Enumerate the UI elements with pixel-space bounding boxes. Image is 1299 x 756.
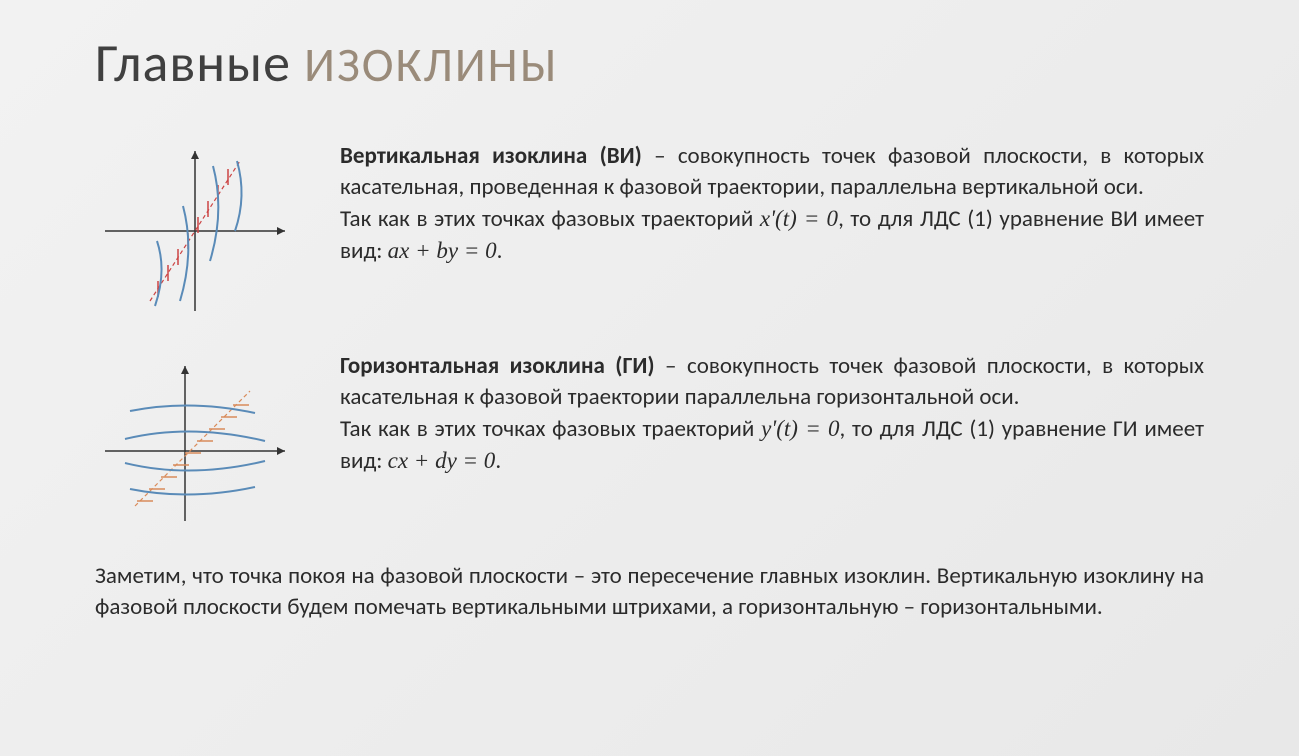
page-title: Главные изоклины — [95, 30, 1204, 96]
body2-vi: Так как в этих точках фазовых траекторий — [340, 205, 760, 233]
eq2-vi: ax + by = 0 — [388, 238, 497, 263]
eq1-gi: y'(t) = 0 — [761, 416, 839, 441]
row-vertical-isocline: Вертикальная изоклина (ВИ) – совокупност… — [95, 141, 1204, 321]
slide: Главные изоклины — [0, 0, 1299, 663]
text-vertical-isocline: Вертикальная изоклина (ВИ) – совокупност… — [340, 141, 1204, 321]
title-part1: Главные — [95, 30, 291, 96]
diagram-horizontal-isocline — [95, 351, 295, 531]
body4-gi: . — [495, 447, 501, 475]
row-horizontal-isocline: Горизонтальная изоклина (ГИ) – совокупно… — [95, 351, 1204, 531]
footer-note: Заметим, что точка покоя на фазовой плос… — [95, 561, 1204, 623]
heading-gi: Горизонтальная изоклина (ГИ) — [340, 352, 655, 380]
diagram-vertical-isocline — [95, 141, 295, 321]
eq2-gi: cx + dy = 0 — [388, 448, 496, 473]
heading-vi: Вертикальная изоклина (ВИ) — [340, 142, 642, 170]
body2-gi: Так как в этих точках фазовых траекторий — [340, 415, 761, 443]
text-horizontal-isocline: Горизонтальная изоклина (ГИ) – совокупно… — [340, 351, 1204, 531]
body4-vi: . — [497, 237, 503, 265]
eq1-vi: x'(t) = 0 — [760, 206, 838, 231]
title-part2: изоклины — [304, 35, 558, 94]
